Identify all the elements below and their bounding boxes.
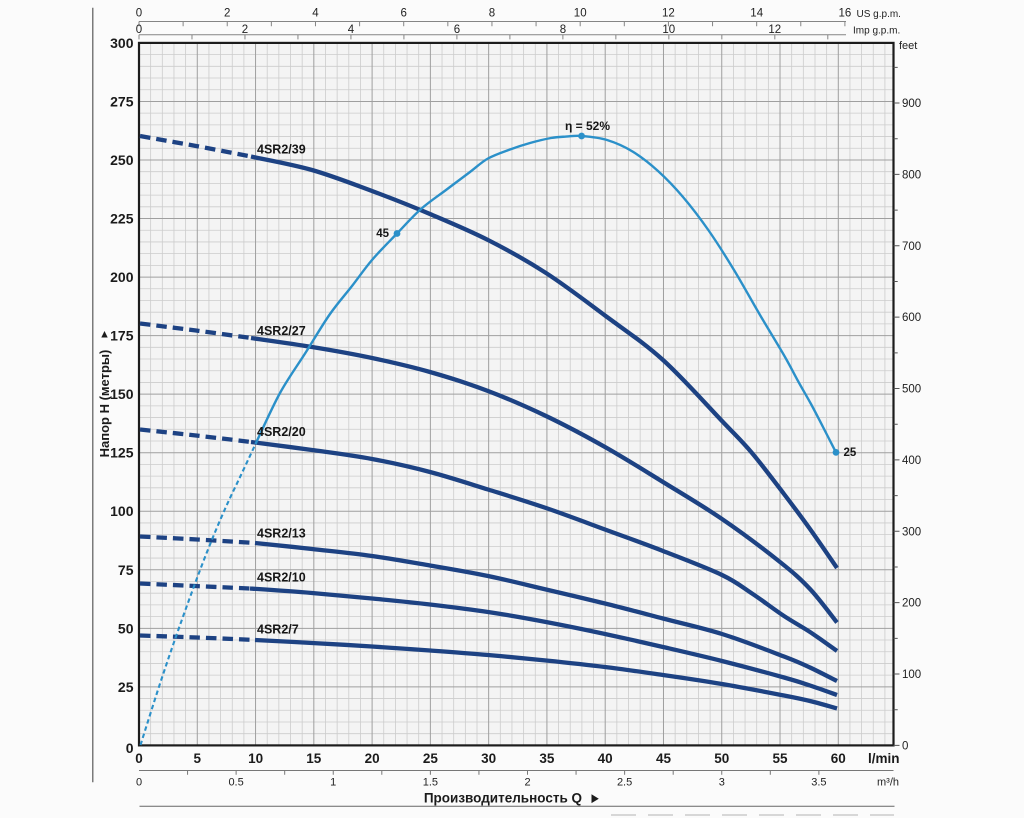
svg-text:8: 8: [560, 24, 566, 36]
svg-text:0: 0: [136, 24, 142, 36]
svg-text:0: 0: [136, 777, 142, 789]
svg-text:4SR2/39: 4SR2/39: [257, 143, 306, 157]
svg-text:45: 45: [656, 751, 672, 766]
svg-text:35: 35: [539, 751, 555, 766]
svg-text:3: 3: [719, 777, 725, 789]
svg-text:800: 800: [902, 169, 921, 181]
svg-text:14: 14: [750, 8, 763, 20]
svg-text:600: 600: [902, 312, 921, 324]
svg-text:2.5: 2.5: [617, 777, 632, 789]
svg-text:5: 5: [194, 751, 202, 766]
svg-text:20: 20: [365, 751, 380, 766]
svg-text:200: 200: [902, 598, 921, 610]
svg-text:500: 500: [902, 384, 921, 396]
svg-text:175: 175: [110, 328, 134, 344]
svg-text:0: 0: [135, 751, 143, 766]
svg-text:US g.p.m.: US g.p.m.: [857, 9, 901, 20]
svg-text:16: 16: [839, 8, 852, 20]
svg-text:Производительность Q: Производительность Q: [424, 791, 582, 806]
svg-text:1: 1: [330, 777, 336, 789]
svg-text:200: 200: [110, 269, 134, 285]
svg-text:30: 30: [481, 751, 496, 766]
svg-text:25: 25: [118, 679, 134, 695]
svg-text:15: 15: [306, 751, 322, 766]
svg-text:45: 45: [376, 228, 389, 240]
svg-text:40: 40: [598, 751, 613, 766]
svg-text:Imp g.p.m.: Imp g.p.m.: [853, 25, 900, 36]
svg-text:275: 275: [110, 93, 134, 109]
svg-text:4SR2/10: 4SR2/10: [257, 571, 306, 585]
svg-text:25: 25: [844, 447, 857, 459]
svg-text:m³/h: m³/h: [877, 777, 899, 789]
svg-text:3.5: 3.5: [811, 777, 826, 789]
svg-text:60: 60: [831, 751, 846, 766]
svg-text:10: 10: [248, 751, 263, 766]
svg-text:900: 900: [902, 98, 921, 110]
svg-text:300: 300: [110, 35, 134, 51]
svg-text:100: 100: [902, 669, 921, 681]
svg-text:4SR2/20: 4SR2/20: [257, 425, 306, 439]
svg-text:4SR2/27: 4SR2/27: [257, 324, 306, 338]
svg-text:0: 0: [126, 740, 134, 756]
svg-text:250: 250: [110, 152, 134, 168]
svg-text:50: 50: [118, 620, 134, 636]
svg-text:400: 400: [902, 455, 921, 467]
svg-text:300: 300: [902, 526, 921, 538]
svg-text:4: 4: [348, 24, 355, 36]
svg-text:6: 6: [400, 8, 406, 20]
svg-text:2: 2: [242, 24, 248, 36]
svg-text:feet: feet: [899, 40, 917, 52]
svg-text:0: 0: [902, 740, 908, 752]
svg-text:150: 150: [110, 386, 134, 402]
svg-text:12: 12: [662, 8, 675, 20]
svg-text:η = 52%: η = 52%: [565, 119, 610, 133]
svg-text:100: 100: [110, 503, 134, 519]
svg-text:2: 2: [524, 777, 530, 789]
svg-text:25: 25: [423, 751, 439, 766]
svg-text:225: 225: [110, 211, 134, 227]
svg-text:700: 700: [902, 241, 921, 253]
svg-text:4SR2/13: 4SR2/13: [257, 527, 306, 541]
svg-text:50: 50: [714, 751, 729, 766]
svg-text:12: 12: [768, 24, 781, 36]
svg-text:2: 2: [224, 8, 230, 20]
svg-text:10: 10: [574, 8, 587, 20]
svg-text:l/min: l/min: [868, 751, 900, 766]
svg-text:10: 10: [662, 24, 675, 36]
svg-text:0.5: 0.5: [228, 777, 243, 789]
svg-text:125: 125: [110, 445, 134, 461]
svg-text:Напор H (метры): Напор H (метры): [97, 350, 112, 458]
svg-text:75: 75: [118, 562, 134, 578]
svg-text:4SR2/7: 4SR2/7: [257, 623, 299, 637]
svg-text:55: 55: [772, 751, 788, 766]
svg-text:8: 8: [489, 8, 495, 20]
svg-text:0: 0: [136, 8, 142, 20]
svg-text:4: 4: [312, 8, 319, 20]
svg-text:1.5: 1.5: [423, 777, 438, 789]
svg-text:6: 6: [454, 24, 460, 36]
